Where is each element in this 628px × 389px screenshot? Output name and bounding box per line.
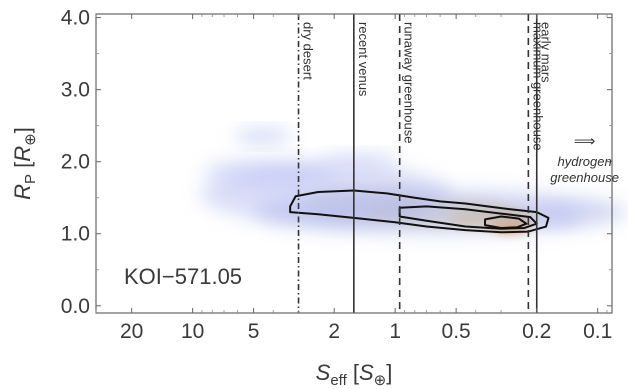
object-label: KOI−571.05 [124,264,242,289]
density-blob [204,159,334,186]
vline-label: recent venus [356,22,371,97]
density-blob [532,205,581,226]
contour-middle [398,205,538,230]
annotation-line-1: hydrogen [558,154,612,169]
density-blob [319,153,400,171]
annotation-line-2: greenhouse [550,170,619,185]
plot-frame [95,13,613,314]
axis-ticks: 20 10 5 2 1 0.5 0.2 0.1 0.0 1.0 2.0 3.0 4.0 [61,7,613,343]
x-tick-label: 0.1 [583,320,612,343]
y-axis-title: RP [R⊕] [10,127,39,200]
x-tick-label: 5 [248,320,260,343]
vline-label: runaway greenhouse [402,22,417,143]
y-tick-label: 1.0 [61,223,90,246]
contour-outer [289,189,550,234]
x-tick-label: 0.2 [522,320,551,343]
vline-label: maximum greenhouse [530,22,545,151]
x-tick-label: 0.5 [442,320,471,343]
x-tick-label: 20 [120,320,143,343]
reference-lines: dry desert recent venus runaway greenhouse… [297,14,554,313]
hydrogen-greenhouse-annotation: ⟹ hydrogen greenhouse [550,133,619,185]
vline-label: early mars [539,22,554,83]
x-tick-label: 2 [328,320,340,343]
vline-label: dry desert [301,22,316,80]
density-cloud [200,128,627,234]
x-tick-label: 10 [181,320,204,343]
annotation-arrow: ⟹ [574,133,596,150]
x-axis-title: Seff [S⊕] [316,360,393,389]
contour-inner [484,215,528,229]
y-tick-label: 3.0 [61,79,90,102]
density-blob [234,128,292,145]
y-tick-label: 2.0 [61,151,90,174]
y-tick-label: 4.0 [61,7,90,30]
y-tick-label: 0.0 [61,295,90,318]
x-tick-label: 1 [389,320,401,343]
contour-group [289,189,550,234]
